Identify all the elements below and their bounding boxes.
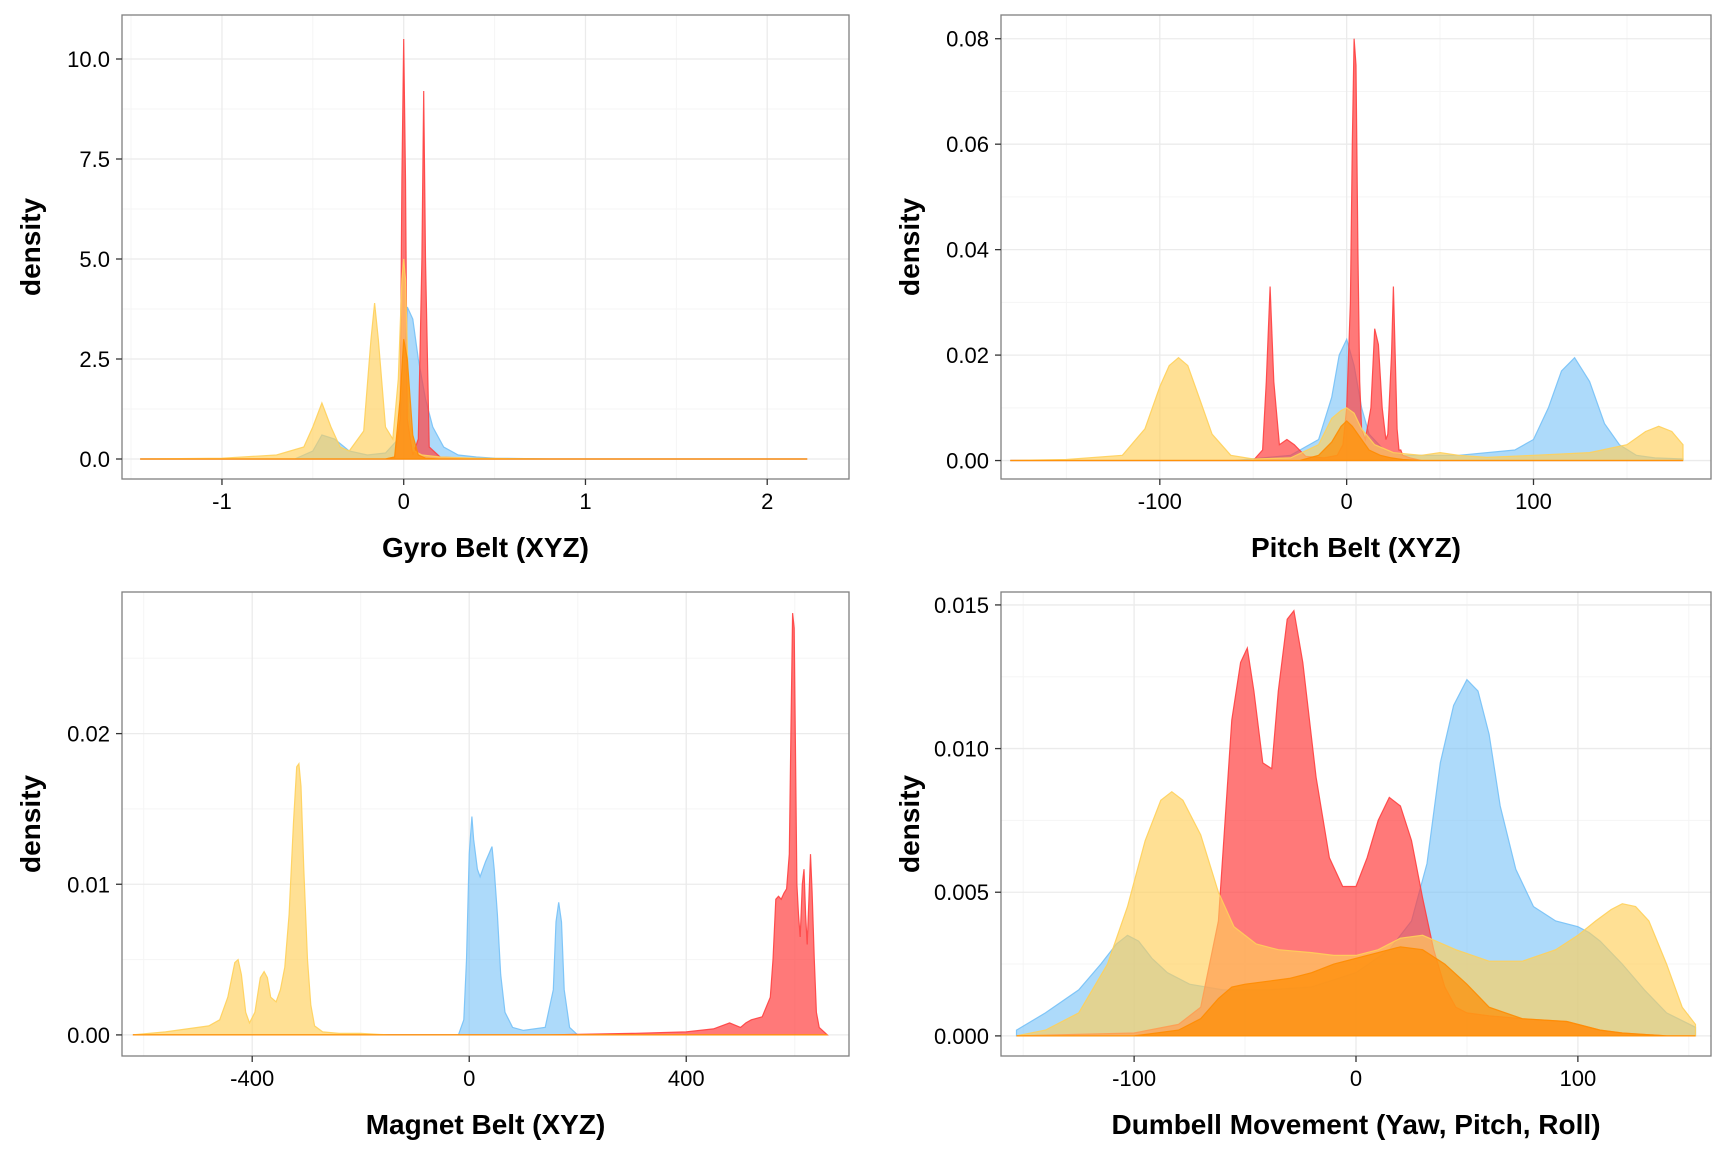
x-tick-label: -100 (1112, 1066, 1156, 1091)
y-tick-label: 2.5 (79, 347, 110, 372)
y-tick-label: 0.04 (946, 238, 989, 263)
x-axis-title: Pitch Belt (XYZ) (1251, 532, 1461, 563)
plot-background (122, 15, 849, 479)
x-tick-label: -100 (1138, 489, 1182, 514)
x-axis-title: Magnet Belt (XYZ) (366, 1109, 606, 1140)
x-axis-title: Gyro Belt (XYZ) (382, 532, 589, 563)
density-area (140, 258, 808, 460)
y-tick-label: 0.005 (934, 880, 989, 905)
panel-border (121, 14, 850, 480)
y-tick-label: 0.010 (934, 737, 989, 762)
x-axis-title: Dumbell Movement (Yaw, Pitch, Roll) (1111, 1109, 1600, 1140)
x-tick-label: 0 (463, 1066, 475, 1091)
y-tick-label: 0.02 (946, 343, 989, 368)
x-tick-label: 1 (579, 489, 591, 514)
panel-dumbell-movement: -100 0 100 0.000 0.005 0.010 0.015 Dumbell Move… (894, 591, 1712, 1140)
density-area (132, 816, 828, 1036)
y-tick-label: 5.0 (79, 247, 110, 272)
y-tick-label: 0.00 (946, 449, 989, 474)
y-tick-label: 0.01 (67, 872, 110, 897)
density-area (1010, 356, 1684, 462)
y-tick-label: 10.0 (67, 47, 110, 72)
x-tick-label: 0 (1350, 1066, 1362, 1091)
panel-border (1000, 14, 1712, 480)
density-area (1010, 420, 1683, 462)
density-area (132, 613, 829, 1036)
y-axis-title: density (15, 198, 46, 296)
panel-magnet-belt: -400 0 400 0.00 0.01 0.02 Magnet Belt (XYZ) den… (15, 591, 850, 1140)
y-tick-label: 0.00 (67, 1023, 110, 1048)
density-area (1016, 946, 1696, 1037)
panel-pitch-belt: -100 0 100 0.00 0.02 0.04 0.06 0.08 Pitch Belt (… (894, 14, 1712, 563)
x-tick-label: 2 (761, 489, 773, 514)
y-tick-label: 0.0 (79, 447, 110, 472)
y-tick-label: 0.02 (67, 722, 110, 747)
density-area (1010, 38, 1683, 462)
panel-border (121, 591, 850, 1057)
y-tick-label: 0.015 (934, 593, 989, 618)
density-area (132, 762, 828, 1036)
x-tick-label: 400 (668, 1066, 705, 1091)
x-tick-label: 0 (398, 489, 410, 514)
x-tick-label: 100 (1560, 1066, 1597, 1091)
x-tick-label: -1 (212, 489, 232, 514)
y-tick-label: 7.5 (79, 147, 110, 172)
y-axis-title: density (894, 775, 925, 873)
y-tick-label: 0.000 (934, 1024, 989, 1049)
x-tick-label: -400 (230, 1066, 274, 1091)
y-tick-label: 0.08 (946, 27, 989, 52)
density-area (140, 338, 808, 460)
panel-gyro-belt: -1 0 1 2 0.0 2.5 5.0 7.5 10.0 Gyro Belt (XYZ) dens… (15, 14, 850, 563)
y-tick-label: 0.06 (946, 132, 989, 157)
x-tick-label: 100 (1515, 489, 1552, 514)
y-axis-title: density (894, 198, 925, 296)
x-tick-label: 0 (1341, 489, 1353, 514)
y-axis-title: density (15, 775, 46, 873)
density-area (1016, 790, 1697, 1037)
